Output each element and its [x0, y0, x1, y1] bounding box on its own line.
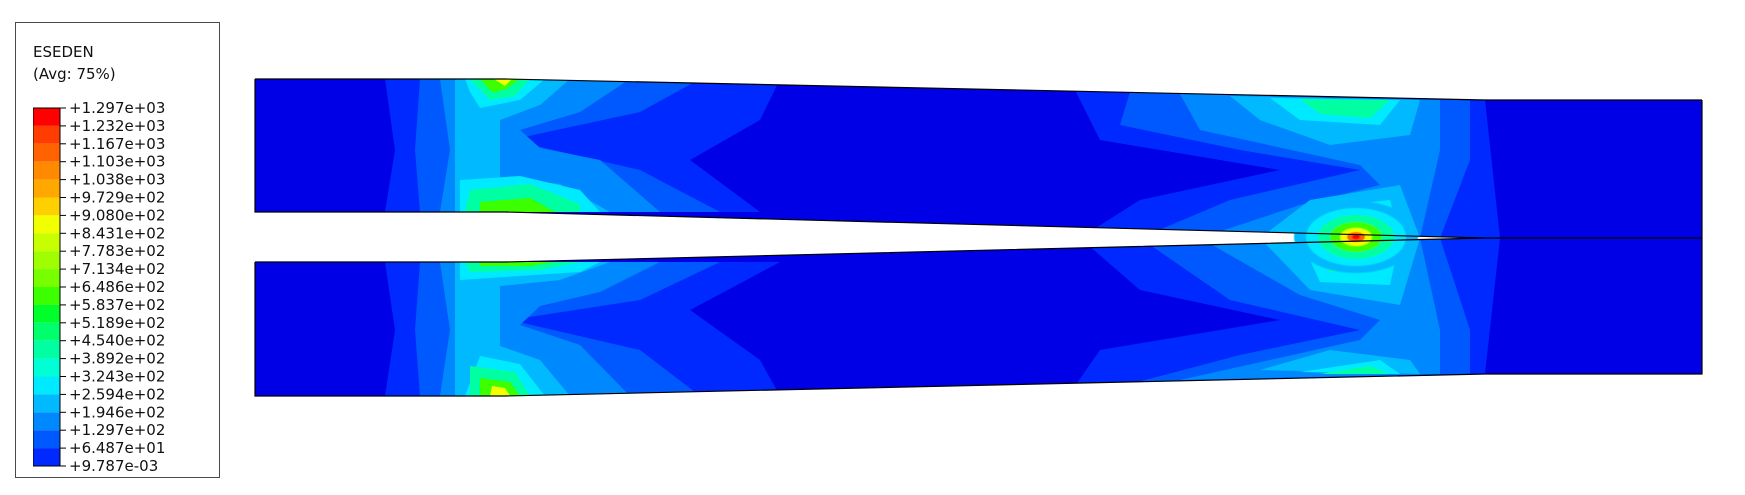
legend-level-label: +1.103e+03 [69, 153, 165, 171]
legend-level-label: +3.892e+02 [69, 350, 165, 368]
legend-level-label: +3.243e+02 [69, 368, 165, 386]
upper-left-bands [385, 79, 780, 212]
legend-swatch [33, 340, 60, 359]
legend-swatch [33, 287, 60, 305]
legend-swatch [33, 448, 60, 466]
legend-swatch [33, 394, 60, 413]
legend-level-label: +8.431e+02 [69, 224, 165, 242]
legend-level-label: +1.297e+02 [69, 421, 165, 439]
legend-level-label: +5.837e+02 [69, 296, 165, 314]
legend-panel: ESEDEN (Avg: 75%) +1.297e+03 +1.232e+03 +1… [15, 22, 220, 478]
upper-right-bands [1075, 90, 1500, 238]
legend-title: ESEDEN [33, 43, 94, 61]
legend-swatch [33, 161, 60, 180]
legend-swatch [33, 125, 60, 144]
legend-color-scale: +1.297e+03+1.232e+03+1.167e+03+1.103e+03… [33, 99, 165, 475]
legend-swatch [33, 197, 60, 216]
legend-swatch [33, 251, 60, 270]
legend-swatch [33, 322, 60, 341]
legend-swatch [33, 233, 60, 252]
legend-level-label: +6.486e+02 [69, 278, 165, 296]
crack-tip-hotspot [1294, 201, 1418, 273]
legend-level-label: +4.540e+02 [69, 332, 165, 350]
lower-beam-outline [254, 100, 1703, 397]
upper-beam [255, 79, 1702, 238]
legend-swatch [33, 358, 60, 377]
legend-swatch [33, 376, 60, 395]
legend-level-label: +1.167e+03 [69, 135, 165, 153]
legend-level-label: +2.594e+02 [69, 385, 165, 403]
lower-left-bands [385, 262, 780, 396]
legend-level-label: +1.232e+03 [69, 117, 165, 135]
legend-level-label: +9.729e+02 [69, 189, 165, 207]
legend-swatch [33, 143, 60, 162]
mesh-outlines [254, 78, 1703, 397]
legend-bar-border [33, 107, 61, 467]
legend-level-label: +7.783e+02 [69, 242, 165, 260]
legend-level-label: +1.946e+02 [69, 403, 165, 421]
legend-swatch [33, 430, 60, 449]
legend-level-label: +9.080e+02 [69, 206, 165, 224]
legend-swatch [33, 304, 60, 323]
legend-subtitle: (Avg: 75%) [33, 65, 116, 83]
legend-level-label: +1.038e+03 [69, 171, 165, 189]
upper-beam-outline [254, 78, 1702, 239]
legend-swatch [33, 108, 60, 126]
legend-swatch [33, 412, 60, 431]
legend-swatch [33, 215, 60, 234]
legend-level-label: +9.787e-03 [69, 457, 158, 475]
legend-level-label: +6.487e+01 [69, 439, 165, 457]
lower-beam [255, 238, 1702, 396]
legend-level-label: +7.134e+02 [69, 260, 165, 278]
legend-swatch [33, 179, 60, 198]
lower-right-bands [1075, 238, 1500, 386]
legend-level-label: +5.189e+02 [69, 314, 165, 332]
legend-swatch [33, 269, 60, 287]
legend-level-label: +1.297e+03 [69, 99, 165, 117]
